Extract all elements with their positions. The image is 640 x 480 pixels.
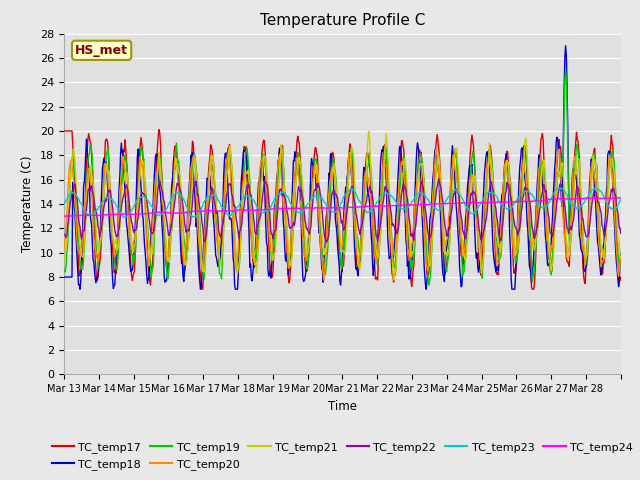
TC_temp19 — [60, 267, 68, 273]
TC_temp17 — [156, 127, 163, 132]
TC_temp23 — [256, 208, 264, 214]
TC_temp24 — [401, 202, 408, 208]
TC_temp23 — [60, 202, 68, 207]
TC_temp21 — [433, 166, 440, 172]
TC_temp23 — [556, 185, 563, 191]
TC_temp22 — [255, 216, 263, 222]
TC_temp23 — [432, 206, 440, 212]
TC_temp24 — [256, 207, 264, 213]
TC_temp18 — [401, 208, 408, 214]
TC_temp18 — [76, 286, 84, 292]
TC_temp21 — [228, 165, 236, 170]
X-axis label: Time: Time — [328, 400, 357, 413]
TC_temp17 — [60, 128, 68, 134]
TC_temp22 — [323, 239, 331, 245]
TC_temp20 — [60, 245, 68, 251]
TC_temp24 — [61, 213, 68, 219]
TC_temp22 — [401, 186, 408, 192]
TC_temp17 — [198, 286, 206, 292]
TC_temp19 — [426, 282, 433, 288]
TC_temp24 — [60, 213, 68, 219]
TC_temp23 — [617, 197, 625, 203]
TC_temp23 — [277, 190, 285, 196]
TC_temp18 — [256, 168, 264, 174]
TC_temp21 — [60, 257, 68, 263]
TC_temp21 — [390, 277, 397, 283]
TC_temp20 — [228, 192, 236, 197]
TC_temp22 — [435, 176, 442, 182]
TC_temp19 — [432, 172, 440, 178]
TC_temp18 — [432, 146, 440, 152]
TC_temp20 — [320, 277, 328, 283]
TC_temp24 — [126, 212, 134, 217]
TC_temp20 — [556, 146, 563, 152]
Line: TC_temp24: TC_temp24 — [64, 198, 621, 216]
TC_temp20 — [125, 232, 133, 238]
TC_temp18 — [228, 237, 236, 243]
TC_temp22 — [432, 194, 440, 200]
Y-axis label: Temperature (C): Temperature (C) — [22, 156, 35, 252]
TC_temp24 — [228, 208, 236, 214]
TC_temp20 — [276, 156, 284, 162]
TC_temp23 — [228, 210, 236, 216]
TC_temp21 — [365, 129, 372, 134]
TC_temp20 — [432, 146, 440, 152]
TC_temp19 — [255, 218, 263, 224]
TC_temp21 — [617, 254, 625, 260]
TC_temp21 — [125, 199, 133, 204]
Title: Temperature Profile C: Temperature Profile C — [260, 13, 425, 28]
TC_temp18 — [562, 43, 570, 48]
TC_temp24 — [432, 201, 440, 207]
TC_temp17 — [433, 138, 440, 144]
Legend: TC_temp17, TC_temp18, TC_temp19, TC_temp20, TC_temp21, TC_temp22, TC_temp23, TC_: TC_temp17, TC_temp18, TC_temp19, TC_temp… — [47, 438, 637, 474]
TC_temp22 — [125, 201, 133, 207]
TC_temp22 — [617, 230, 625, 236]
TC_temp19 — [562, 67, 570, 73]
TC_temp18 — [60, 274, 68, 280]
Line: TC_temp20: TC_temp20 — [64, 149, 621, 280]
TC_temp21 — [276, 156, 284, 161]
Line: TC_temp19: TC_temp19 — [64, 70, 621, 285]
TC_temp17 — [125, 228, 133, 234]
TC_temp17 — [401, 169, 409, 175]
TC_temp22 — [276, 187, 284, 193]
TC_temp17 — [617, 274, 625, 280]
TC_temp24 — [277, 205, 285, 211]
TC_temp20 — [255, 174, 263, 180]
TC_temp22 — [228, 192, 236, 198]
TC_temp20 — [401, 180, 408, 185]
Text: HS_met: HS_met — [75, 44, 128, 57]
TC_temp19 — [228, 162, 236, 168]
TC_temp17 — [257, 170, 264, 176]
TC_temp23 — [401, 206, 408, 212]
TC_temp21 — [255, 231, 263, 237]
TC_temp18 — [617, 251, 625, 256]
TC_temp18 — [277, 159, 285, 165]
TC_temp22 — [60, 231, 68, 237]
Line: TC_temp17: TC_temp17 — [64, 130, 621, 289]
TC_temp23 — [126, 210, 134, 216]
TC_temp23 — [120, 214, 127, 220]
TC_temp17 — [229, 222, 237, 228]
Line: TC_temp23: TC_temp23 — [64, 188, 621, 217]
TC_temp21 — [401, 157, 409, 163]
TC_temp19 — [617, 263, 625, 269]
Line: TC_temp18: TC_temp18 — [64, 46, 621, 289]
TC_temp19 — [125, 202, 133, 208]
TC_temp17 — [278, 149, 285, 155]
Line: TC_temp22: TC_temp22 — [64, 179, 621, 242]
TC_temp20 — [617, 255, 625, 261]
TC_temp24 — [617, 195, 625, 201]
TC_temp18 — [126, 262, 134, 268]
TC_temp19 — [400, 152, 408, 158]
Line: TC_temp21: TC_temp21 — [64, 132, 621, 280]
TC_temp24 — [616, 195, 624, 201]
TC_temp19 — [276, 160, 284, 166]
